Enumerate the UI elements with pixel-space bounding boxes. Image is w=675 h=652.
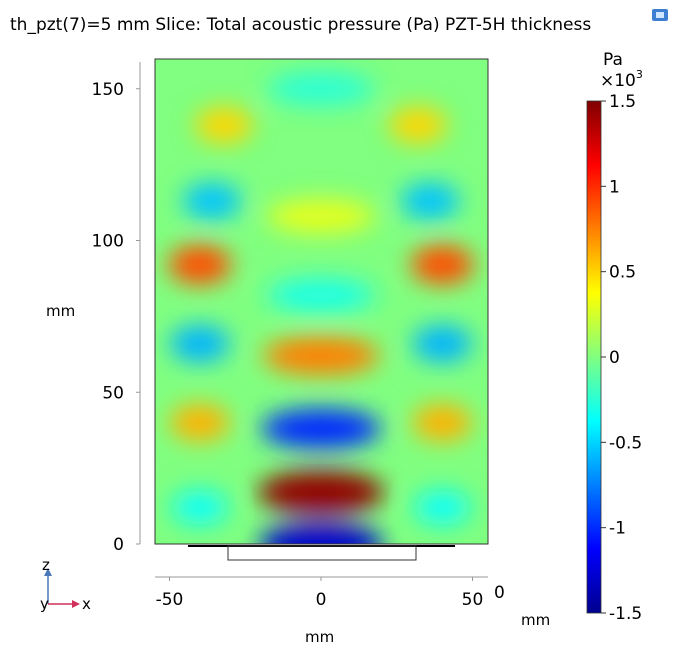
pressure-lobe <box>388 107 447 144</box>
pressure-lobe <box>182 182 242 220</box>
pressure-field <box>155 59 488 544</box>
pressure-lobe <box>412 404 472 441</box>
colorbar-multiplier-exponent: 3 <box>636 68 643 81</box>
pressure-lobe <box>257 470 385 515</box>
triad-y-label: y <box>40 595 49 613</box>
depth-tick-label: 0 <box>494 583 505 603</box>
y-tick-label: 0 <box>113 535 124 555</box>
pressure-lobe <box>170 325 230 363</box>
colorbar <box>586 100 602 614</box>
colorbar-tick-label: -0.5 <box>609 433 642 453</box>
y-axis-label: mm <box>46 302 75 320</box>
x-axis-label: mm <box>305 628 334 646</box>
colorbar-tick-label: 1 <box>609 177 620 197</box>
colorbar-unit: Pa <box>603 50 623 70</box>
colorbar-multiplier-base: ×10 <box>600 71 636 91</box>
pressure-lobe <box>412 325 472 363</box>
depth-axis-label: mm <box>521 611 550 629</box>
axis-triad: z y x <box>40 556 91 613</box>
colorbar-tick-label: 0.5 <box>609 263 636 283</box>
colorbar-tick-label: -1 <box>609 519 626 539</box>
x-tick-label: 50 <box>462 590 484 610</box>
pressure-lobe <box>171 490 228 525</box>
pressure-lobe <box>266 199 376 234</box>
triad-x-label: x <box>82 595 91 613</box>
pressure-lobe <box>261 408 381 449</box>
pressure-lobe <box>414 490 471 525</box>
pressure-lobe <box>195 107 254 144</box>
colorbar-tick-label: -1.5 <box>609 604 642 624</box>
pressure-lobe <box>168 245 232 285</box>
pressure-lobe <box>410 245 474 285</box>
window-glyph-icon <box>652 9 668 21</box>
pressure-lobe <box>267 71 375 106</box>
y-tick-label: 50 <box>102 383 124 403</box>
colorbar-tick-label: 1.5 <box>609 92 636 112</box>
pressure-lobe <box>170 404 230 441</box>
y-tick-label: 100 <box>92 232 124 252</box>
pressure-lobe <box>263 336 379 375</box>
x-tick-label: 0 <box>316 590 327 610</box>
pressure-lobe <box>258 522 384 544</box>
chart-title: th_pzt(7)=5 mm Slice: Total acoustic pre… <box>10 15 591 35</box>
pressure-lobe <box>266 277 376 313</box>
x-tick-label: -50 <box>156 590 184 610</box>
colorbar-multiplier: ×103 <box>600 68 643 91</box>
pressure-lobe <box>400 182 460 220</box>
triad-z-label: z <box>42 556 50 574</box>
plot-frame <box>154 58 489 545</box>
transducer-outline <box>188 545 455 561</box>
colorbar-tick-label: 0 <box>609 348 620 368</box>
y-tick-label: 150 <box>92 80 124 100</box>
